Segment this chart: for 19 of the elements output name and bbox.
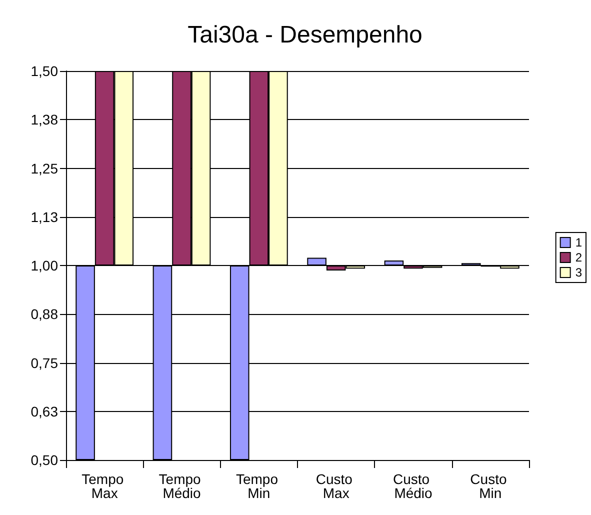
legend-label: 2 [575, 250, 582, 264]
legend-label: 1 [575, 236, 582, 250]
y-tick-label: 1,38 [30, 112, 58, 128]
y-tick-label: 0,88 [30, 306, 58, 322]
y-tick-label: 0,75 [30, 354, 58, 371]
y-tick-label: 1,25 [30, 160, 58, 176]
y-tick-label: 1,00 [30, 258, 58, 274]
y-tick-label: 1,13 [30, 208, 58, 225]
y-tick-label: 1,50 [30, 63, 58, 79]
legend-label: 3 [575, 266, 582, 280]
x-tick-label: Tempo Max [82, 471, 128, 501]
x-tick-label: Custo Max [316, 471, 356, 501]
x-tick-label: Custo Min [470, 471, 511, 501]
y-tick-label: 0,63 [30, 403, 58, 420]
y-tick-label: 0,50 [30, 452, 58, 468]
x-tick-label: Tempo Min [236, 471, 282, 501]
chart-title: Tai30a - Desempenho [188, 22, 422, 48]
x-tick-label: Custo Médio [393, 471, 434, 501]
x-tick-label: Tempo Médio [158, 471, 205, 501]
